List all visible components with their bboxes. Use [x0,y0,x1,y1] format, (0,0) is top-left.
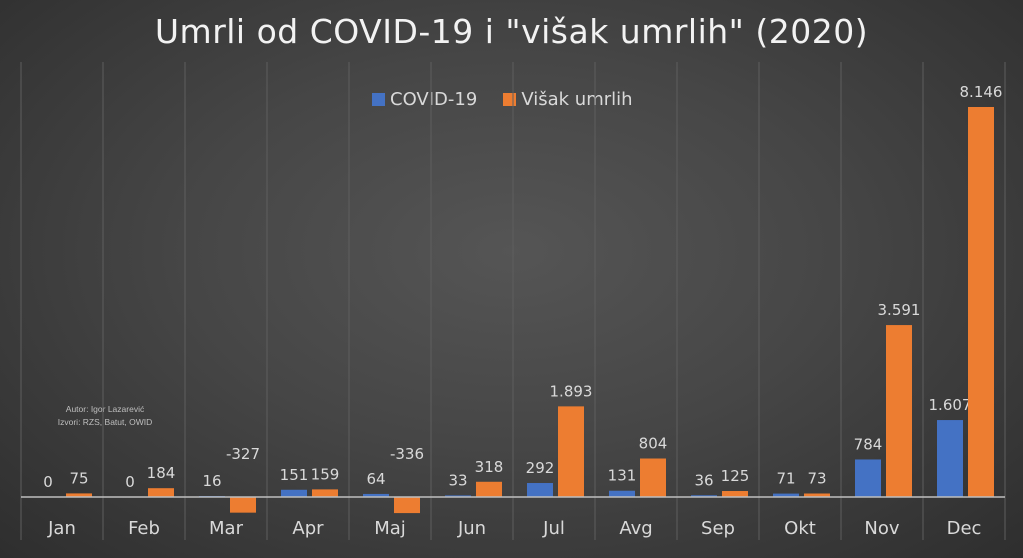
x-tick-label: Feb [128,518,160,539]
credits: Autor: Igor Lazarević Izvori: RZS, Batut… [40,403,170,429]
data-label: 8.146 [960,83,1003,101]
data-label: 36 [694,471,713,489]
bar-excess [640,458,666,497]
legend-label-covid: COVID-19 [390,89,478,110]
data-label: 3.591 [878,301,921,319]
bar-covid [527,483,553,497]
x-tick-label: Dec [947,518,982,539]
x-tick-label: Sep [701,518,735,539]
data-label: -336 [390,445,424,463]
data-label: 151 [280,466,309,484]
data-label: 804 [639,435,668,453]
bar-excess [312,489,338,497]
data-label: 73 [807,470,826,488]
bar-excess [394,497,420,514]
bar-covid [609,490,635,497]
bar-covid [363,493,389,497]
data-label: 75 [69,469,88,487]
data-label: 159 [311,465,340,483]
data-label: 1.607 [929,396,972,414]
bar-excess [558,406,584,497]
data-label: 784 [854,435,883,453]
bar-covid [937,420,963,497]
legend-swatch-covid [372,93,385,106]
data-label: 71 [776,470,795,488]
bar-excess [230,497,256,513]
legend-label-excess: Višak umrlih [521,89,633,110]
bar-covid [691,495,717,497]
x-tick-label: Jun [457,518,486,539]
credits-sources: Izvori: RZS, Batut, OWID [57,417,153,427]
bar-excess [476,481,502,497]
x-tick-label: Jan [47,518,76,539]
data-label: -327 [226,445,260,463]
data-label: 184 [147,464,176,482]
bar-covid [855,459,881,497]
data-label: 33 [448,471,467,489]
x-tick-label: Apr [292,518,324,539]
x-tick-label: Jul [542,518,565,539]
bar-excess [968,107,994,497]
legend-item-covid: COVID-19 [372,89,477,110]
data-label: 318 [475,458,504,476]
x-tick-label: Mar [209,518,244,539]
data-label: 0 [125,473,135,491]
bar-excess [66,493,92,497]
data-label: 131 [608,467,637,485]
bar-excess [148,488,174,497]
data-label: 64 [366,470,385,488]
data-label: 0 [43,473,53,491]
data-label: 125 [721,467,750,485]
data-label: 292 [526,459,555,477]
bar-excess [804,493,830,497]
data-label: 1.893 [550,382,593,400]
data-label: 16 [202,472,221,490]
x-tick-label: Nov [864,518,899,539]
bar-covid [281,489,307,497]
bar-covid [445,495,471,497]
credits-author: Autor: Igor Lazarević [65,404,145,414]
bar-covid [773,493,799,497]
chart-title: Umrli od COVID-19 i "višak umrlih" (2020… [154,12,869,51]
x-tick-label: Avg [619,518,652,539]
legend: COVID-19 Višak umrlih [372,89,633,110]
x-tick-label: Okt [784,518,816,539]
x-tick-label: Maj [374,518,406,539]
bar-excess [886,325,912,497]
bar-excess [722,491,748,497]
